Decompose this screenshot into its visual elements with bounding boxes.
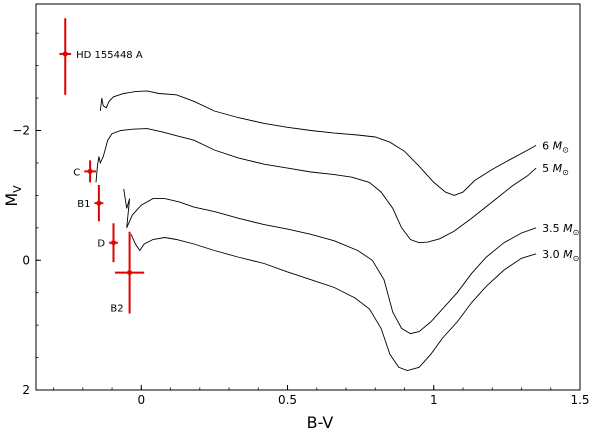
track-label-sub: ⊙ [562,145,569,154]
point-marker [63,51,68,56]
y-axis-label: MV [2,185,24,207]
point-marker [111,240,116,245]
x-tick-label: 1.5 [570,393,589,407]
track-3.5-msun [123,188,537,335]
track-label-sub: ⊙ [573,254,580,263]
track-label: 5 M⊙ [542,162,569,177]
track-label: 3.5 M⊙ [542,222,579,237]
track-labels: 6 M⊙5 M⊙3.5 M⊙3.0 M⊙ [542,139,579,262]
y-tick-label: −2 [12,124,30,138]
y-tick-label: 2 [22,383,30,397]
point-c: C [73,160,96,183]
point-label: B1 [77,199,90,210]
track-label-unit: M [563,248,573,261]
data-points: HD 155448 A C B1 D B2 [59,18,145,314]
point-b2: B2 [110,231,145,314]
point-label: D [97,239,105,250]
x-tick-label: 0.5 [278,393,297,407]
track-label-mass: 3.0 [542,248,563,261]
x-axis-ticks: 0 0.5 1 1.5 [53,385,590,407]
point-label: C [73,167,80,178]
track-label-unit: M [553,139,563,152]
track-label-mass: 5 [542,162,553,175]
track-label-mass: 3.5 [542,222,563,235]
y-axis-label-main: M [2,193,21,207]
track-6-msun [99,90,537,196]
point-marker [96,201,101,206]
point-b1: B1 [77,184,104,222]
x-tick-label: 1 [430,393,438,407]
point-label: HD 155448 A [76,50,143,61]
track-5-msun [95,128,537,244]
point-marker [127,270,132,275]
track-label-sub: ⊙ [562,168,569,177]
track-label-sub: ⊙ [573,228,580,237]
y-axis-ticks: −2 0 2 [12,32,41,397]
evolutionary-tracks [95,90,537,371]
point-marker [88,169,93,174]
x-tick-label: 0 [137,393,145,407]
y-axis-label-sub: V [11,185,24,193]
x-axis-label: B-V [307,413,334,432]
plot-frame [35,3,581,391]
track-3.0-msun [130,234,537,371]
point-label: B2 [110,303,123,314]
point-hd-155448-a: HD 155448 A [59,18,143,95]
track-label-mass: 6 [542,139,553,152]
track-label: 6 M⊙ [542,139,569,154]
track-label-unit: M [553,162,563,175]
track-label: 3.0 M⊙ [542,248,579,263]
y-tick-label: 0 [22,253,30,267]
point-d: D [97,223,118,263]
track-label-unit: M [563,222,573,235]
